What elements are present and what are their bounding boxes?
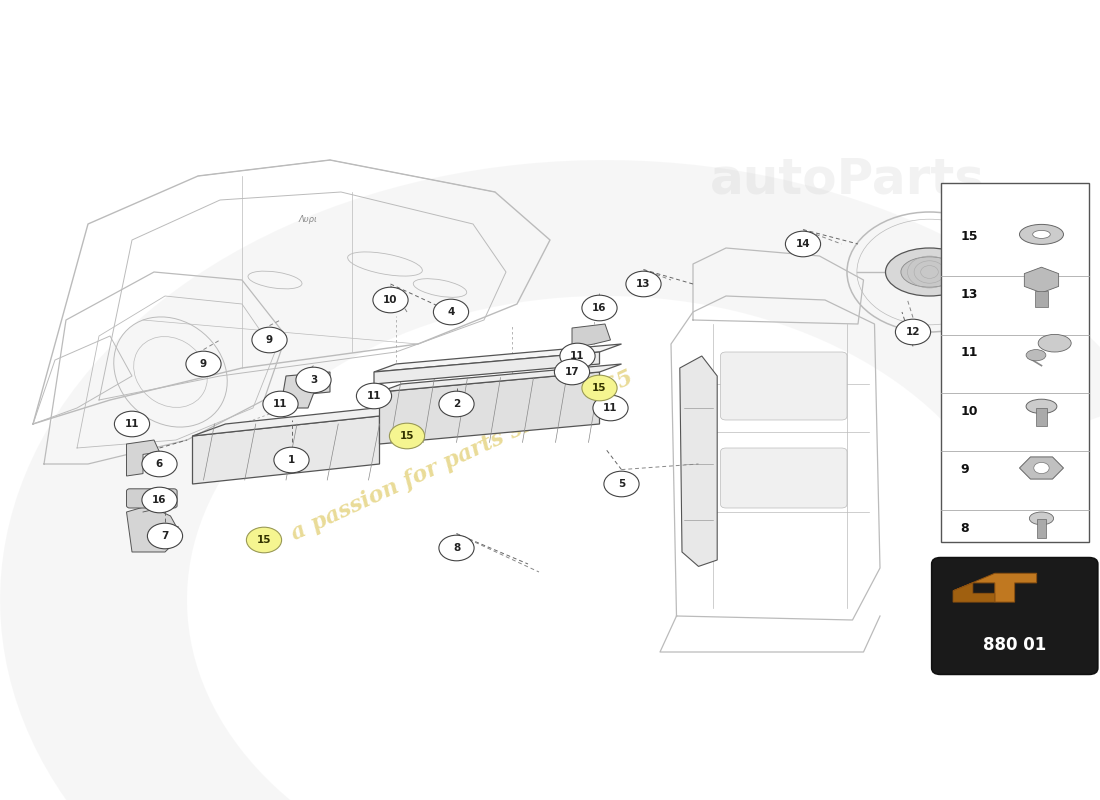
Text: Λυρι: Λυρι	[298, 215, 318, 225]
Text: 15: 15	[399, 431, 415, 441]
Circle shape	[263, 391, 298, 417]
Text: 8: 8	[453, 543, 460, 553]
Text: 12: 12	[905, 327, 921, 337]
Text: 1: 1	[288, 455, 295, 465]
Ellipse shape	[1026, 399, 1057, 414]
Circle shape	[439, 535, 474, 561]
Circle shape	[604, 471, 639, 497]
Circle shape	[1034, 462, 1049, 474]
Polygon shape	[680, 356, 717, 566]
Text: 11: 11	[960, 346, 978, 359]
Circle shape	[593, 395, 628, 421]
Circle shape	[433, 299, 469, 325]
Ellipse shape	[901, 257, 958, 287]
Circle shape	[356, 383, 392, 409]
Text: 13: 13	[636, 279, 651, 289]
Text: 11: 11	[124, 419, 140, 429]
FancyBboxPatch shape	[720, 352, 847, 420]
Circle shape	[554, 359, 590, 385]
Circle shape	[296, 367, 331, 393]
Ellipse shape	[1026, 350, 1046, 361]
Bar	[1035, 291, 1048, 307]
FancyBboxPatch shape	[932, 558, 1098, 674]
Polygon shape	[374, 344, 621, 372]
Text: 880 01: 880 01	[983, 636, 1046, 654]
Circle shape	[246, 527, 282, 553]
Circle shape	[186, 351, 221, 377]
Polygon shape	[572, 324, 610, 348]
Text: 11: 11	[603, 403, 618, 413]
Text: 4: 4	[448, 307, 454, 317]
Circle shape	[582, 295, 617, 321]
Text: 10: 10	[960, 405, 978, 418]
FancyBboxPatch shape	[126, 489, 177, 508]
Circle shape	[785, 231, 821, 257]
Text: 2: 2	[453, 399, 460, 409]
Ellipse shape	[1020, 224, 1064, 245]
Text: 10: 10	[383, 295, 398, 305]
Polygon shape	[953, 574, 1036, 602]
Text: 11: 11	[273, 399, 288, 409]
Polygon shape	[1024, 267, 1058, 293]
Polygon shape	[126, 440, 160, 476]
Bar	[1037, 519, 1046, 538]
Circle shape	[582, 375, 617, 401]
FancyBboxPatch shape	[720, 448, 847, 508]
Polygon shape	[1020, 457, 1064, 479]
Text: 7: 7	[162, 531, 168, 541]
Text: 13: 13	[960, 288, 978, 301]
Text: 11: 11	[570, 351, 585, 361]
Bar	[940, 182, 1089, 542]
Circle shape	[895, 319, 931, 345]
Text: 9: 9	[960, 463, 969, 476]
Text: autoParts: autoParts	[710, 156, 984, 204]
Text: a passion for parts since 1965: a passion for parts since 1965	[287, 367, 637, 545]
Polygon shape	[374, 352, 600, 384]
Ellipse shape	[1038, 334, 1071, 352]
Circle shape	[114, 411, 150, 437]
Text: 9: 9	[200, 359, 207, 369]
Text: 17: 17	[564, 367, 580, 377]
Polygon shape	[379, 372, 600, 444]
Polygon shape	[953, 583, 994, 602]
Text: 8: 8	[960, 522, 969, 534]
Text: 16: 16	[592, 303, 607, 313]
Circle shape	[439, 391, 474, 417]
Text: 11: 11	[366, 391, 382, 401]
Circle shape	[142, 451, 177, 477]
Circle shape	[274, 447, 309, 473]
Text: 5: 5	[618, 479, 625, 489]
Bar	[1036, 408, 1047, 426]
Text: 9: 9	[266, 335, 273, 345]
Polygon shape	[379, 364, 621, 392]
Text: 15: 15	[256, 535, 272, 545]
Polygon shape	[192, 404, 412, 436]
Polygon shape	[280, 372, 330, 408]
Circle shape	[626, 271, 661, 297]
Polygon shape	[126, 506, 182, 552]
Circle shape	[142, 487, 177, 513]
Circle shape	[252, 327, 287, 353]
Polygon shape	[0, 160, 1100, 800]
Ellipse shape	[886, 248, 974, 296]
Text: 15: 15	[960, 230, 978, 242]
Circle shape	[373, 287, 408, 313]
Text: 15: 15	[592, 383, 607, 393]
Text: 14: 14	[795, 239, 811, 249]
Text: 16: 16	[152, 495, 167, 505]
Ellipse shape	[1030, 512, 1054, 525]
Text: 3: 3	[310, 375, 317, 385]
Circle shape	[389, 423, 425, 449]
Ellipse shape	[1033, 230, 1050, 238]
Text: 6: 6	[156, 459, 163, 469]
Circle shape	[560, 343, 595, 369]
Circle shape	[147, 523, 183, 549]
Polygon shape	[192, 416, 380, 484]
